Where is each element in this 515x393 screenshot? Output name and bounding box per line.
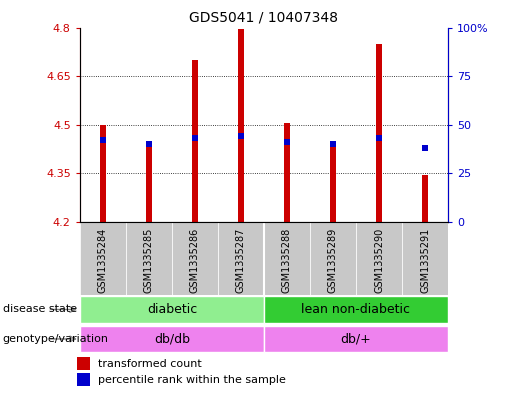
Bar xyxy=(264,326,448,352)
Bar xyxy=(356,222,402,295)
Bar xyxy=(77,373,90,386)
Bar xyxy=(284,123,290,222)
Text: GSM1335286: GSM1335286 xyxy=(190,228,200,293)
Bar xyxy=(100,125,106,222)
Text: db/db: db/db xyxy=(154,332,190,345)
Text: diabetic: diabetic xyxy=(147,303,197,316)
Text: GSM1335285: GSM1335285 xyxy=(144,228,154,293)
Bar xyxy=(402,222,448,295)
Bar xyxy=(330,147,336,222)
Bar xyxy=(80,296,264,323)
Bar xyxy=(218,222,264,295)
Text: GSM1335288: GSM1335288 xyxy=(282,228,292,293)
Bar xyxy=(77,357,90,369)
Text: lean non-diabetic: lean non-diabetic xyxy=(301,303,410,316)
Text: GSM1335284: GSM1335284 xyxy=(98,228,108,293)
Text: disease state: disease state xyxy=(3,305,77,314)
Text: GSM1335289: GSM1335289 xyxy=(328,228,338,293)
Text: transformed count: transformed count xyxy=(98,358,201,369)
Text: GSM1335290: GSM1335290 xyxy=(374,228,384,293)
Bar xyxy=(80,222,126,295)
Bar xyxy=(80,326,264,352)
Bar xyxy=(192,60,198,222)
Text: percentile rank within the sample: percentile rank within the sample xyxy=(98,375,286,384)
Text: genotype/variation: genotype/variation xyxy=(3,334,109,344)
Bar xyxy=(126,222,172,295)
Text: GSM1335291: GSM1335291 xyxy=(420,228,430,293)
Bar xyxy=(146,147,151,222)
Bar xyxy=(376,44,382,222)
Text: db/+: db/+ xyxy=(340,332,371,345)
Bar xyxy=(264,222,310,295)
Text: GSM1335287: GSM1335287 xyxy=(236,228,246,293)
Title: GDS5041 / 10407348: GDS5041 / 10407348 xyxy=(190,11,338,25)
Bar xyxy=(264,296,448,323)
Bar xyxy=(238,29,244,222)
Bar xyxy=(172,222,218,295)
Bar xyxy=(310,222,356,295)
Bar xyxy=(422,175,428,222)
